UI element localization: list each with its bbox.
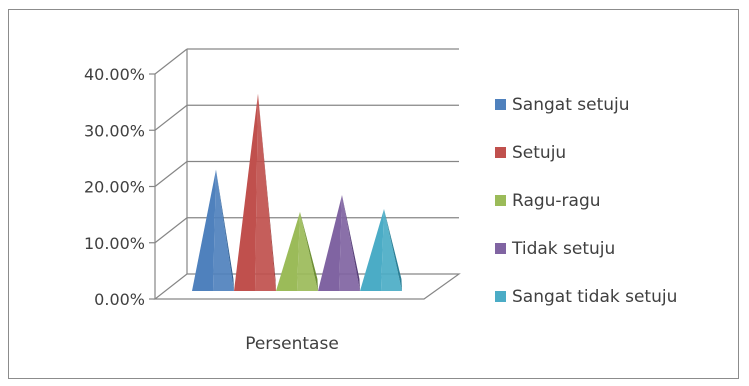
y-axis-tick-labels: 0.00% 10.00% 20.00% 30.00% 40.00%: [84, 65, 145, 309]
legend-label: Sangat tidak setuju: [512, 287, 677, 307]
legend-label: Ragu-ragu: [512, 191, 601, 211]
pyramid-face-front-right: [381, 209, 402, 291]
legend-swatch: [495, 99, 506, 110]
pyramid-face-front: [234, 93, 258, 291]
gridlines: [149, 48, 459, 300]
legend: Sangat setuju Setuju Ragu-ragu Tidak setuju…: [495, 95, 677, 307]
gridline-depth: [154, 48, 188, 75]
y-tick-label: 20.00%: [84, 178, 145, 197]
pyramid-face-side: [342, 194, 360, 291]
legend-item: Ragu-ragu: [495, 191, 601, 211]
chart-frame: 0.00% 10.00% 20.00% 30.00% 40.00% Persentase…: [8, 9, 739, 379]
pyramid-face-front: [276, 211, 300, 291]
pyramid-face-side: [384, 209, 402, 291]
pyramid-setuju: [234, 93, 276, 291]
legend-swatch: [495, 195, 506, 206]
x-axis-categories: Persentase: [245, 334, 339, 354]
pyramid-face-front-right: [255, 93, 276, 291]
pyramid-face-front: [318, 194, 342, 291]
pyramid-face-side: [216, 169, 234, 291]
chart-floor: [153, 273, 461, 300]
legend-item: Sangat tidak setuju: [495, 287, 677, 307]
legend-item: Sangat setuju: [495, 95, 630, 115]
gridline-depth: [154, 161, 188, 187]
legend-label: Setuju: [512, 143, 566, 163]
pyramids: [192, 93, 402, 291]
y-tick-label: 40.00%: [84, 65, 145, 84]
legend-item: Setuju: [495, 143, 566, 163]
pyramid-ragu-ragu: [276, 211, 318, 291]
pyramid-face-front-right: [297, 211, 318, 291]
legend-swatch: [495, 243, 506, 254]
y-tick-label: 0.00%: [94, 290, 145, 309]
y-tick-label: 30.00%: [84, 121, 145, 140]
legend-swatch: [495, 291, 506, 302]
pyramid-face-side: [300, 211, 318, 291]
y-tick-label: 10.00%: [84, 234, 145, 253]
legend-label: Tidak setuju: [511, 239, 615, 259]
x-category-label: Persentase: [245, 334, 339, 354]
gridline-depth: [154, 104, 188, 131]
legend-item: Tidak setuju: [495, 239, 615, 259]
pyramid-face-front: [192, 169, 216, 291]
legend-swatch: [495, 147, 506, 158]
pyramid-face-side: [258, 93, 276, 291]
pyramid-face-front-right: [213, 169, 234, 291]
pyramid-face-front-right: [339, 194, 360, 291]
pyramid-sangat-setuju: [192, 169, 234, 291]
legend-label: Sangat setuju: [512, 95, 630, 115]
pyramid-tidak-setuju: [318, 194, 360, 291]
pyramid-face-front: [360, 209, 384, 291]
pyramid-chart: 0.00% 10.00% 20.00% 30.00% 40.00% Persentase…: [84, 48, 677, 354]
gridline-depth: [154, 217, 188, 244]
pyramid-sangat-tidak-setuju: [360, 209, 402, 291]
